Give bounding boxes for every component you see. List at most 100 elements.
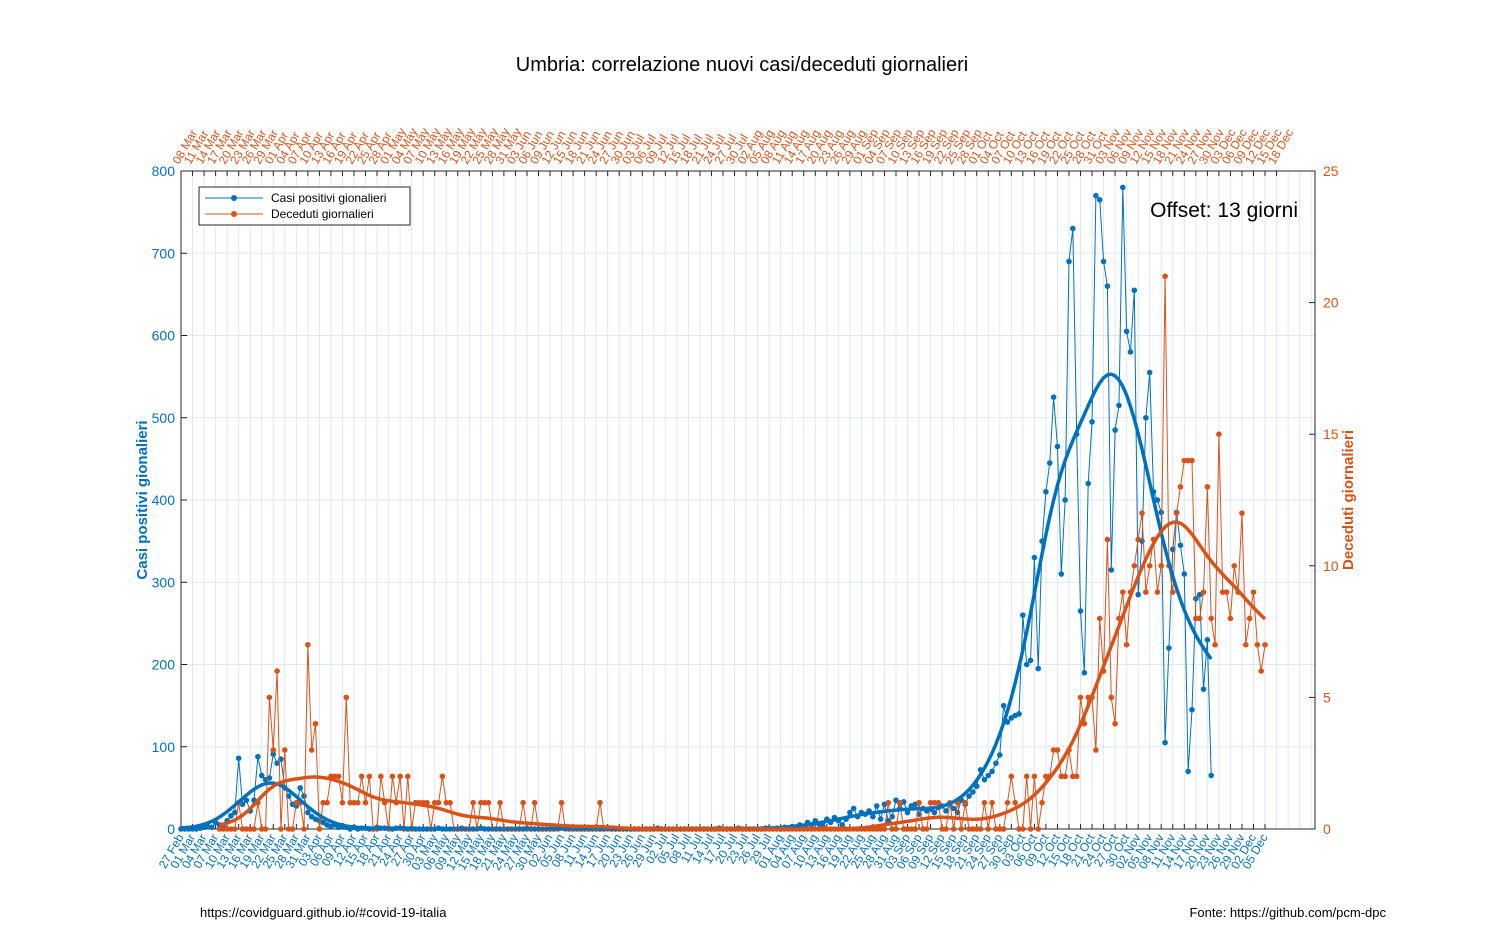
data-point-deaths <box>397 773 403 780</box>
data-point-deaths <box>1243 641 1249 648</box>
data-point-deaths <box>366 773 373 780</box>
data-point-cases <box>1085 480 1091 487</box>
data-point-deaths <box>1016 826 1022 832</box>
data-point-deaths <box>1043 773 1049 780</box>
data-point-deaths <box>220 826 227 832</box>
data-point-deaths <box>1104 536 1111 543</box>
data-point-cases <box>885 817 892 824</box>
offset-annotation: Offset: 13 giorni <box>1150 199 1298 222</box>
data-point-cases <box>1131 287 1138 294</box>
data-point-deaths <box>531 799 538 806</box>
data-point-cases <box>235 755 242 762</box>
data-point-deaths <box>897 799 903 806</box>
data-point-deaths <box>266 694 273 701</box>
data-point-deaths <box>877 826 884 832</box>
data-point-deaths <box>1204 484 1211 490</box>
data-point-deaths <box>597 799 603 806</box>
data-point-cases <box>1108 567 1115 573</box>
data-point-deaths <box>1123 641 1130 648</box>
data-point-deaths <box>889 826 895 832</box>
data-point-deaths <box>1227 615 1234 622</box>
data-point-deaths <box>908 826 915 832</box>
data-point-deaths <box>308 747 315 753</box>
data-point-deaths <box>347 799 353 806</box>
data-point-cases <box>943 808 949 814</box>
data-point-cases <box>1154 497 1161 503</box>
data-point-deaths <box>989 799 995 806</box>
data-point-deaths <box>289 826 296 832</box>
data-point-deaths <box>443 799 450 806</box>
data-point-cases <box>1031 554 1038 561</box>
data-point-deaths <box>1035 826 1042 832</box>
data-point-cases <box>850 805 857 812</box>
data-point-cases <box>1120 184 1126 191</box>
data-point-deaths <box>1185 457 1191 464</box>
data-point-cases <box>1066 258 1072 265</box>
y-tick-right-label: 25 <box>1323 163 1339 179</box>
data-point-cases <box>1096 196 1103 203</box>
data-point-deaths <box>228 826 234 832</box>
data-point-cases <box>1070 225 1076 232</box>
data-point-deaths <box>970 826 976 832</box>
y-tick-right-label: 10 <box>1323 558 1339 574</box>
data-point-deaths <box>389 773 396 780</box>
data-point-deaths <box>931 799 938 806</box>
trend-layer <box>180 372 1267 831</box>
data-point-cases <box>1135 591 1141 598</box>
data-point-deaths <box>1073 773 1080 780</box>
data-point-cases <box>1146 369 1153 376</box>
legend-deaths-label: Deceduti giornalieri <box>271 207 374 221</box>
data-point-deaths <box>1254 641 1261 648</box>
data-point-cases <box>208 824 215 831</box>
data-point-deaths <box>881 826 888 832</box>
data-point-deaths <box>251 826 257 832</box>
y-tick-left-label: 400 <box>152 492 176 508</box>
y-tick-right-label: 5 <box>1323 689 1331 705</box>
data-point-deaths <box>405 773 411 780</box>
data-point-cases <box>1016 711 1022 717</box>
data-point-deaths <box>1108 694 1115 701</box>
data-point-cases <box>1081 669 1088 676</box>
data-point-cases <box>258 772 265 779</box>
data-point-deaths <box>904 826 911 832</box>
data-point-deaths <box>1077 694 1084 701</box>
data-point-cases <box>1058 571 1065 577</box>
data-point-deaths <box>1162 273 1168 280</box>
grid <box>180 170 1315 830</box>
data-point-deaths <box>966 826 972 832</box>
data-point-deaths <box>1120 589 1126 595</box>
data-point-cases <box>1208 772 1215 779</box>
data-point-cases <box>996 752 1003 758</box>
data-point-deaths <box>1146 563 1153 569</box>
data-point-cases <box>1204 637 1211 643</box>
data-point-deaths <box>478 799 484 806</box>
data-point-cases <box>985 772 992 779</box>
y-tick-left-label: 200 <box>152 657 176 673</box>
data-point-deaths <box>1158 563 1165 569</box>
data-point-cases <box>931 809 938 816</box>
data-point-cases <box>1104 283 1111 289</box>
footer-source-right: Fonte: https://github.com/pcm-dpc <box>1189 905 1386 920</box>
data-point-deaths <box>885 799 892 806</box>
data-point-deaths <box>324 799 330 806</box>
data-point-deaths <box>1181 457 1188 464</box>
data-point-deaths <box>1023 773 1030 780</box>
data-point-deaths <box>497 799 503 806</box>
data-point-deaths <box>893 826 899 832</box>
series-line-cases <box>181 187 1212 830</box>
data-point-deaths <box>239 826 246 832</box>
data-point-deaths <box>470 799 476 806</box>
data-point-deaths <box>939 826 945 832</box>
data-point-cases <box>1046 460 1053 466</box>
data-point-deaths <box>320 799 327 806</box>
data-point-cases <box>1123 328 1130 335</box>
data-point-cases <box>1166 645 1172 651</box>
data-point-deaths <box>1219 589 1226 595</box>
data-point-deaths <box>1223 589 1230 595</box>
data-point-deaths <box>278 826 284 832</box>
data-point-cases <box>266 775 273 781</box>
data-point-deaths <box>977 826 984 832</box>
data-point-deaths <box>305 641 311 648</box>
data-point-cases <box>873 803 880 809</box>
data-point-deaths <box>435 799 442 806</box>
